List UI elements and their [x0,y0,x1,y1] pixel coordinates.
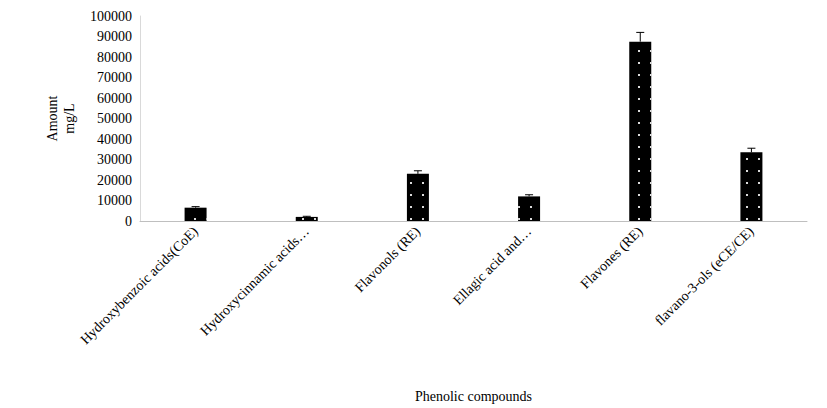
svg-text:80000: 80000 [97,50,132,65]
svg-text:60000: 60000 [97,91,132,106]
svg-text:Ellagic acid and…: Ellagic acid and… [450,224,534,308]
svg-text:Phenolic compounds: Phenolic compounds [415,389,532,404]
svg-text:50000: 50000 [97,111,132,126]
svg-text:40000: 40000 [97,132,132,147]
svg-text:flavano-3-ols (eCE/CE): flavano-3-ols (eCE/CE) [652,223,758,329]
svg-text:10000: 10000 [97,193,132,208]
svg-text:70000: 70000 [97,70,132,85]
svg-text:Amount: Amount [45,95,60,141]
svg-text:30000: 30000 [97,152,132,167]
svg-text:20000: 20000 [97,173,132,188]
svg-text:Hydroxybenzoic acids(CoE): Hydroxybenzoic acids(CoE) [77,223,201,347]
svg-text:Flavones (RE): Flavones (RE) [578,223,647,292]
svg-text:mg/L: mg/L [62,103,77,133]
svg-text:Flavonols (RE): Flavonols (RE) [352,223,424,295]
svg-text:0: 0 [125,214,132,229]
svg-text:90000: 90000 [97,29,132,44]
svg-text:100000: 100000 [90,9,132,24]
svg-text:Hydroxycinnamic acids…: Hydroxycinnamic acids… [197,224,312,339]
